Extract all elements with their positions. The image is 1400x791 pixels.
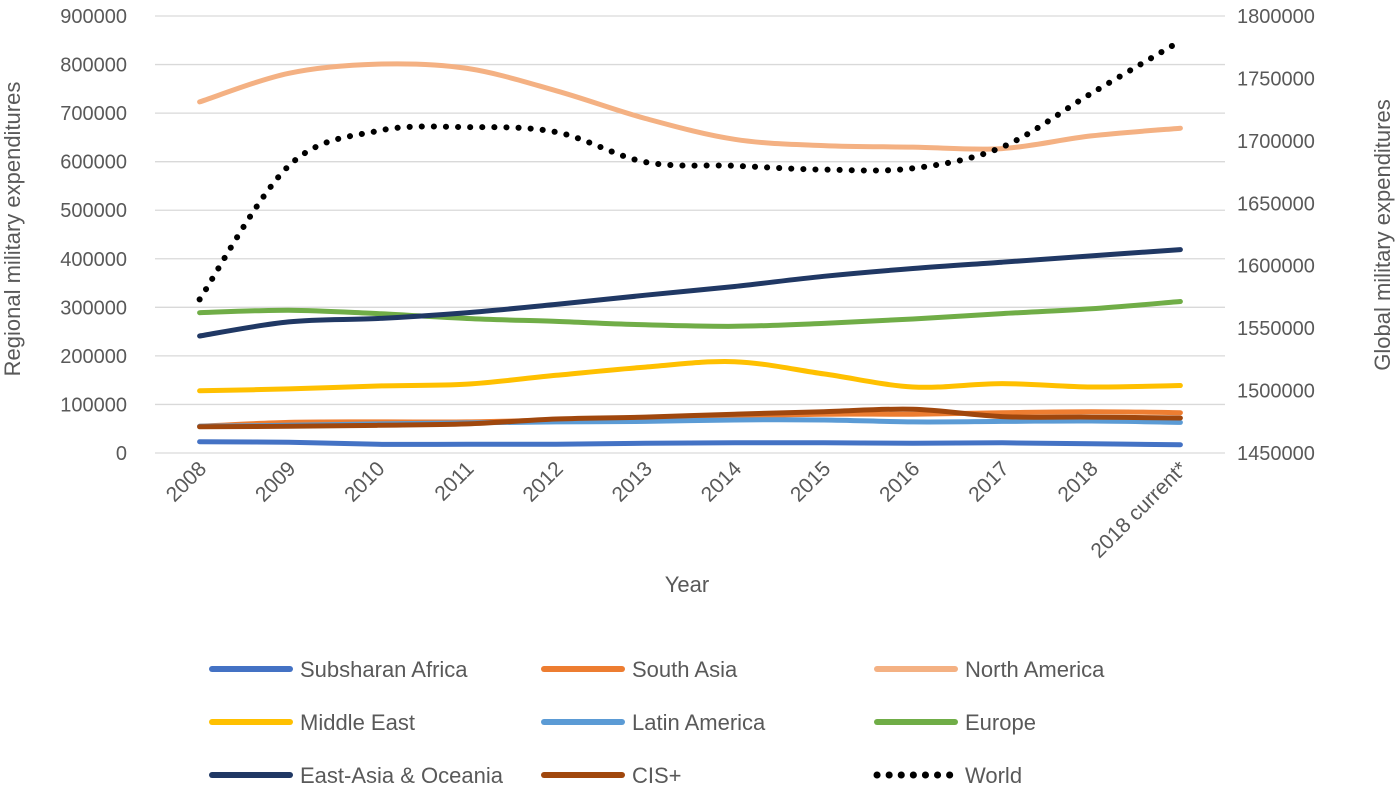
series-line-middle-east bbox=[197, 359, 1183, 394]
y-tick-label: 300000 bbox=[60, 297, 127, 319]
legend-item-east-asia-oceania: East-Asia & Oceania bbox=[209, 763, 504, 788]
y-tick-label: 900000 bbox=[60, 6, 127, 28]
legend-label: South Asia bbox=[632, 657, 738, 682]
x-axis-ticks: 2008 2009 2010 2011 2012 2013 2014 2015 2016 2017… bbox=[162, 457, 1192, 563]
left-axis-ticks: 0 100000 200000 300000 400000 500000 600000 700… bbox=[60, 6, 127, 465]
x-tick-label: 2018 current* bbox=[1087, 457, 1192, 562]
series-line-subsharan-africa bbox=[197, 439, 1183, 448]
legend-label: Subsharan Africa bbox=[300, 657, 468, 682]
y2-tick-label: 1800000 bbox=[1237, 6, 1315, 28]
series-line-cis bbox=[197, 406, 1183, 430]
legend-item-south-asia: South Asia bbox=[541, 657, 738, 682]
y2-tick-label: 1550000 bbox=[1237, 318, 1315, 340]
series-lines bbox=[196, 38, 1184, 448]
legend-item-middle-east: Middle East bbox=[209, 710, 415, 735]
legend-label: World bbox=[965, 763, 1022, 788]
legend: Subsharan Africa South Asia North America M… bbox=[209, 657, 1105, 788]
x-tick-label: 2010 bbox=[340, 457, 389, 506]
y2-tick-label: 1600000 bbox=[1237, 256, 1315, 278]
y-tick-label: 100000 bbox=[60, 394, 127, 416]
y-tick-label: 500000 bbox=[60, 200, 127, 222]
legend-item-latin-america: Latin America bbox=[541, 710, 766, 735]
legend-label: CIS+ bbox=[632, 763, 682, 788]
x-tick-label: 2014 bbox=[697, 457, 747, 507]
legend-item-north-america: North America bbox=[874, 657, 1105, 682]
y2-tick-label: 1750000 bbox=[1237, 68, 1315, 90]
legend-item-world: World bbox=[873, 763, 1022, 788]
x-tick-label: 2016 bbox=[875, 457, 924, 506]
y-axis-title: Regional military expenditures bbox=[0, 82, 25, 377]
gridlines bbox=[155, 15, 1225, 454]
x-tick-label: 2015 bbox=[786, 457, 835, 506]
legend-label: North America bbox=[965, 657, 1105, 682]
x-tick-label: 2013 bbox=[608, 457, 657, 506]
legend-item-subsharan-africa: Subsharan Africa bbox=[209, 657, 468, 682]
y2-axis-title: Global military expenditures bbox=[1370, 99, 1395, 370]
y2-tick-label: 1500000 bbox=[1237, 381, 1315, 403]
x-tick-label: 2011 bbox=[430, 457, 478, 505]
y-tick-label: 800000 bbox=[60, 55, 127, 77]
x-tick-label: 2012 bbox=[518, 457, 567, 506]
series-line-north-america bbox=[197, 61, 1183, 152]
x-tick-label: 2008 bbox=[162, 457, 211, 506]
y2-tick-label: 1450000 bbox=[1237, 443, 1315, 465]
legend-label: Latin America bbox=[632, 710, 766, 735]
y-tick-label: 600000 bbox=[60, 152, 127, 174]
x-axis-title: Year bbox=[665, 572, 709, 597]
legend-label: Europe bbox=[965, 710, 1036, 735]
legend-item-cis: CIS+ bbox=[541, 763, 682, 788]
y-tick-label: 700000 bbox=[60, 103, 127, 125]
right-axis-ticks: 1450000 1500000 1550000 1600000 1650000 17000… bbox=[1237, 6, 1315, 465]
x-tick-label: 2018 bbox=[1053, 457, 1102, 506]
x-tick-label: 2009 bbox=[251, 457, 300, 506]
y2-tick-label: 1700000 bbox=[1237, 131, 1315, 153]
y-tick-label: 400000 bbox=[60, 249, 127, 271]
y-tick-label: 0 bbox=[116, 443, 127, 465]
legend-item-europe: Europe bbox=[874, 710, 1036, 735]
y2-tick-label: 1650000 bbox=[1237, 193, 1315, 215]
x-tick-label: 2017 bbox=[964, 457, 1013, 506]
y-tick-label: 200000 bbox=[60, 346, 127, 368]
legend-label: Middle East bbox=[300, 710, 415, 735]
series-line-europe bbox=[197, 299, 1183, 329]
series-line-world bbox=[196, 38, 1184, 303]
legend-label: East-Asia & Oceania bbox=[300, 763, 504, 788]
series-line-east-asia-oceania bbox=[197, 247, 1183, 339]
